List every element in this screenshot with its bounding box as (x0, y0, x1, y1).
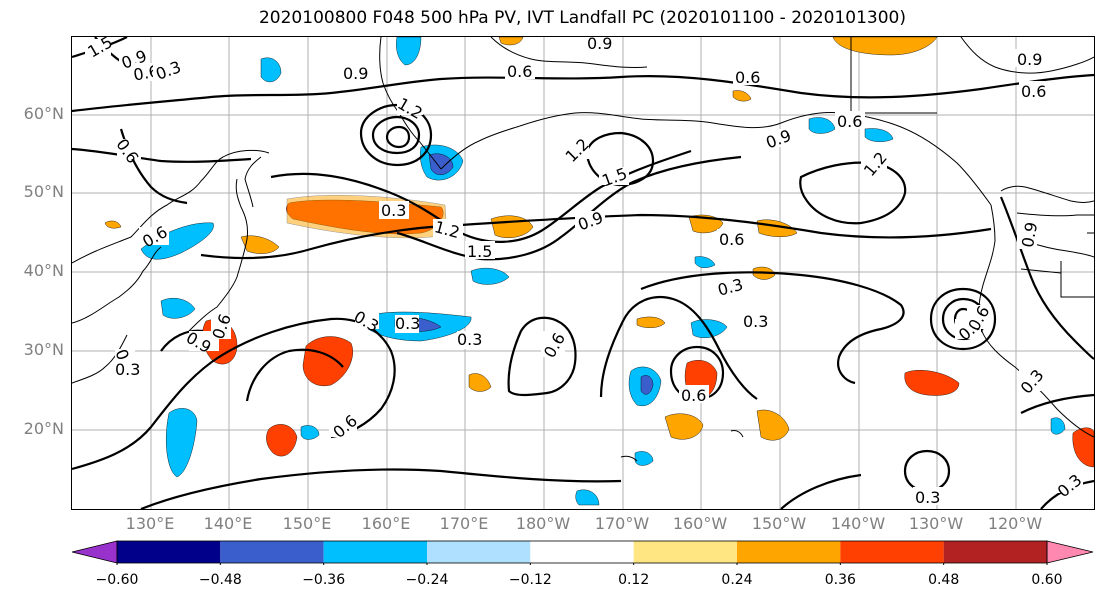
map-canvas: 1.5 0.9 0.6 0.3 1.2 0.9 0.6 0.9 0.9 0.6 … (72, 37, 1094, 509)
lon-label-120w: 120°W (987, 514, 1043, 533)
chart-title: 2020100800 F048 500 hPa PV, IVT Landfall… (258, 8, 906, 28)
coast-alaska (522, 112, 992, 206)
lat-label-20n: 20°N (23, 419, 64, 438)
lon-label-170e: 170°E (439, 514, 489, 533)
colorbar-tick-label: −0.48 (198, 572, 242, 588)
colorbar-segment (943, 541, 1047, 563)
colorbar-segment (840, 541, 944, 563)
contour-low-kamchatka (359, 103, 433, 167)
contour-label: 0.6 (681, 386, 706, 405)
coastlines (72, 37, 1094, 462)
ivt-patch-cool-sw (165, 408, 198, 478)
contour-label: 1.2 (860, 148, 891, 180)
colorbar-segment (530, 541, 634, 563)
ivt-patch-ne (832, 37, 938, 56)
contour-label: 0.3 (115, 360, 140, 379)
colorbar-segments (71, 540, 1094, 564)
contour-label: 0.9 (343, 64, 368, 83)
colorbar-tick-label: 0.12 (618, 572, 650, 588)
colorbar-segment (633, 541, 737, 563)
colorbar-tick-label: 0.60 (1031, 572, 1063, 588)
contour-low-east (929, 287, 997, 351)
lon-label-140w: 140°W (830, 514, 886, 533)
map-panel: 1.5 0.9 0.6 0.3 1.2 0.9 0.6 0.9 0.9 0.6 … (71, 36, 1095, 510)
lon-label-160e: 160°E (361, 514, 411, 533)
colorbar-tick-label: 0.48 (928, 572, 960, 588)
colorbar-tick-label: −0.24 (405, 572, 449, 588)
colorbar-segment (117, 541, 221, 563)
colorbar-segment (427, 541, 531, 563)
contour-label: 0.3 (395, 314, 420, 333)
ivt-patch-south (266, 424, 298, 457)
colorbar-frame (116, 540, 1048, 564)
lon-label-130w: 130°W (908, 514, 964, 533)
contour-label: 0.6 (735, 68, 760, 87)
colorbar-segment (220, 541, 324, 563)
ivt-patch-central (302, 336, 353, 387)
colorbar-tick-label: 0.36 (824, 572, 856, 588)
contour-label: 0.3 (915, 488, 940, 507)
lat-label-50n: 50°N (23, 182, 64, 201)
ivt-patch-cool-japan (140, 222, 214, 260)
colorbar-segment (737, 541, 841, 563)
colorbar-tick-label: −0.36 (302, 572, 346, 588)
colorbar (71, 540, 1094, 565)
contour-upper-band (72, 73, 1094, 113)
coast-asia (72, 149, 270, 264)
lon-label-130e: 130°E (125, 514, 175, 533)
lat-label-30n: 30°N (23, 340, 64, 359)
lon-label-150e: 150°E (282, 514, 332, 533)
lon-label-180w: 180°W (515, 514, 571, 533)
contour-label: 0.6 (837, 112, 862, 131)
contour-label: 0.3 (743, 312, 768, 331)
ivt-patch-east (904, 370, 960, 396)
gridlines (72, 37, 1094, 509)
lat-label-60n: 60°N (23, 104, 64, 123)
colorbar-tick-label: −0.60 (95, 572, 139, 588)
contour-label: 0.9 (1018, 221, 1041, 249)
colorbar-segment (323, 541, 427, 563)
contour-label: 0.9 (1017, 50, 1042, 69)
colorbar-arrow-left (71, 540, 118, 564)
lon-label-150w: 150°W (751, 514, 807, 533)
colorbar-tick-label: −0.12 (508, 572, 552, 588)
contour-south-wave (72, 317, 396, 471)
contour-label: 0.6 (507, 62, 532, 81)
contour-label: 0.3 (381, 201, 406, 220)
contour-label: 0.6 (719, 230, 744, 249)
ivt-patch-kuroshio-edge (286, 195, 448, 239)
contour-label: 0.6 (1021, 82, 1046, 101)
contour-label: 0.9 (587, 37, 612, 53)
ivt-patch-mexico (1072, 427, 1094, 468)
colorbar-arrow-right (1046, 540, 1094, 564)
contour-label: 1.5 (467, 242, 492, 261)
colorbar-ticks (116, 563, 1048, 565)
ivt-fill-patches (104, 37, 1094, 506)
contour-trough-central (507, 316, 577, 397)
lon-label-170w: 170°W (594, 514, 650, 533)
colorbar-tick-label: 0.24 (721, 572, 753, 588)
lon-label-140e: 140°E (203, 514, 253, 533)
contour-label: 0.3 (457, 330, 482, 349)
contour-ridge-east (799, 161, 907, 225)
lat-label-40n: 40°N (23, 261, 64, 280)
coast-japan (188, 178, 248, 332)
pv-contours (72, 37, 1094, 509)
lon-label-160w: 160°W (672, 514, 728, 533)
